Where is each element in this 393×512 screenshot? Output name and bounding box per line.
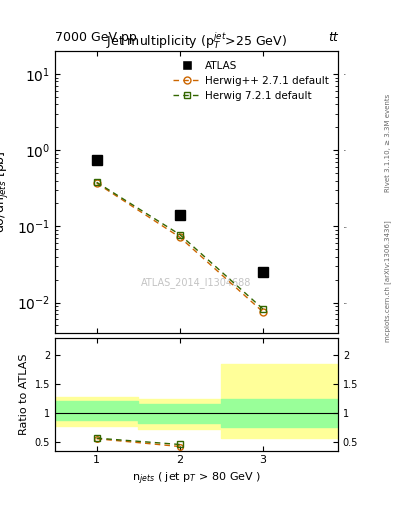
Y-axis label: dσ/dn$_{jets}$ [pb]: dσ/dn$_{jets}$ [pb] (0, 151, 11, 233)
ATLAS (94, 157, 99, 163)
ATLAS (178, 212, 182, 218)
Line: ATLAS: ATLAS (92, 155, 268, 277)
Herwig++ 2.7.1 default (94, 180, 99, 186)
Text: tt: tt (328, 31, 338, 44)
Line: Herwig++ 2.7.1 default: Herwig++ 2.7.1 default (93, 180, 266, 315)
Text: mcplots.cern.ch [arXiv:1306.3436]: mcplots.cern.ch [arXiv:1306.3436] (384, 221, 391, 343)
Herwig++ 2.7.1 default (261, 309, 265, 315)
X-axis label: n$_{jets}$ ( jet p$_T$ > 80 GeV ): n$_{jets}$ ( jet p$_T$ > 80 GeV ) (132, 471, 261, 487)
Legend: ATLAS, Herwig++ 2.7.1 default, Herwig 7.2.1 default: ATLAS, Herwig++ 2.7.1 default, Herwig 7.… (169, 56, 333, 105)
Herwig 7.2.1 default (94, 179, 99, 185)
Herwig 7.2.1 default (178, 231, 182, 238)
Title: Jet multiplicity (p$_T^{jet}$>25 GeV): Jet multiplicity (p$_T^{jet}$>25 GeV) (106, 30, 287, 51)
Text: ATLAS_2014_I1304688: ATLAS_2014_I1304688 (141, 276, 252, 288)
Herwig 7.2.1 default (261, 306, 265, 312)
Line: Herwig 7.2.1 default: Herwig 7.2.1 default (93, 179, 266, 312)
Herwig++ 2.7.1 default (178, 234, 182, 240)
Text: 7000 GeV pp: 7000 GeV pp (55, 31, 137, 44)
Text: Rivet 3.1.10, ≥ 3.3M events: Rivet 3.1.10, ≥ 3.3M events (385, 94, 391, 193)
Y-axis label: Ratio to ATLAS: Ratio to ATLAS (19, 353, 29, 435)
ATLAS (261, 269, 265, 275)
